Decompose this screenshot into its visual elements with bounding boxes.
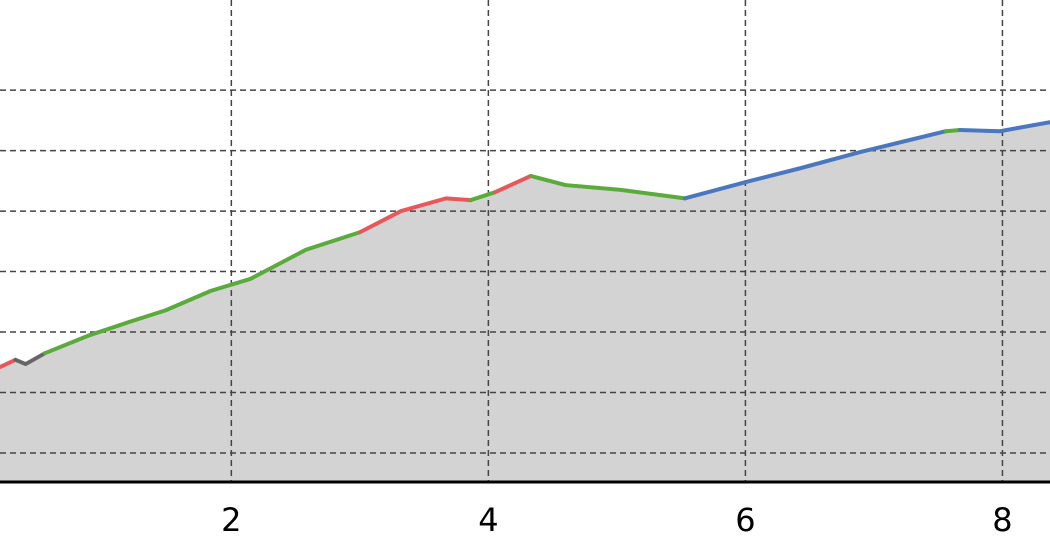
line xyxy=(42,230,362,356)
area xyxy=(359,197,471,483)
area xyxy=(959,121,1050,483)
area xyxy=(14,352,46,483)
line xyxy=(0,357,18,370)
area xyxy=(0,359,16,483)
area xyxy=(945,129,961,483)
area xyxy=(44,231,361,483)
line xyxy=(492,173,533,195)
area xyxy=(684,130,947,483)
area xyxy=(494,175,532,483)
x-tick-label: 8 xyxy=(992,501,1012,539)
x-tick-label: 4 xyxy=(478,501,498,539)
line xyxy=(958,120,1050,134)
line xyxy=(13,351,47,367)
x-tick-label: 6 xyxy=(735,501,755,539)
line xyxy=(683,129,948,201)
line xyxy=(943,128,963,134)
x-tick-label: 2 xyxy=(221,501,241,539)
line xyxy=(528,173,688,201)
area xyxy=(530,175,686,483)
line xyxy=(357,196,473,235)
area xyxy=(469,191,496,483)
line xyxy=(468,190,497,203)
